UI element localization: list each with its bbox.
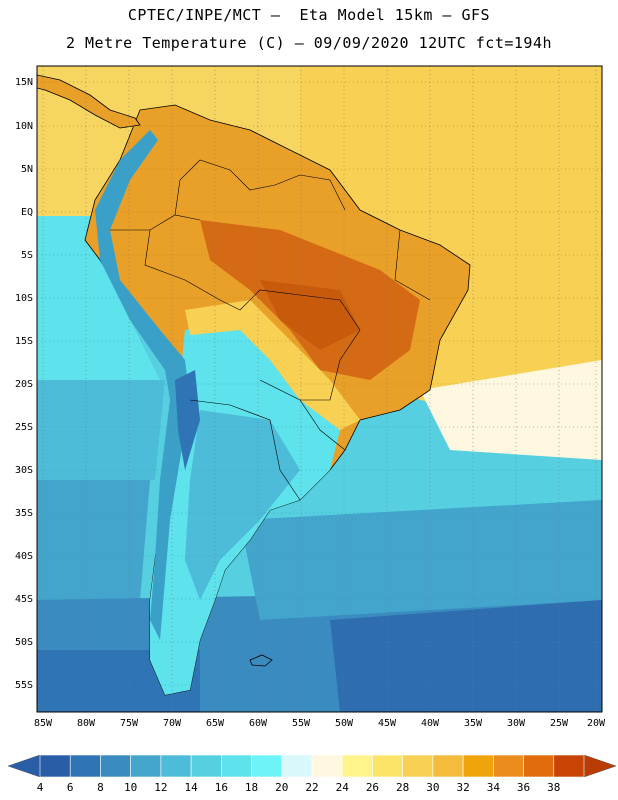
colorbar-label: 20 [275,781,288,794]
colorbar-label: 24 [336,781,350,794]
colorbar-label: 16 [215,781,228,794]
lon-label: 70W [163,718,182,729]
lat-label: 5N [21,164,33,175]
colorbar-segment [130,754,162,778]
colorbar-segment [432,754,464,778]
colorbar-segment [493,754,524,778]
colorbar-label: 26 [366,781,379,794]
lon-label: 75W [120,718,139,729]
central-brazil-hottest [260,280,360,350]
colorbar-segment [462,754,494,778]
colorbar-label: 6 [67,781,74,794]
colorbar-label: 38 [547,781,560,794]
lat-label: 55S [15,680,33,691]
lat-label: 20S [15,379,33,390]
colorbar-label: 36 [517,781,530,794]
colorbar-label: 32 [456,781,469,794]
atlantic-mild-field [420,360,602,460]
colorbar-label: 4 [37,781,44,794]
south-atlantic-cold-field [240,500,602,620]
lat-label: 10N [15,121,33,132]
lon-label: 35W [464,718,483,729]
colorbar-label: 12 [154,781,167,794]
map-frame [36,65,603,713]
title-line-2: 2 Metre Temperature (C) – 09/09/2020 12U… [65,34,553,52]
colorbar-segment [190,754,222,778]
central-america-landmass [37,74,141,129]
transition-belt [185,300,360,430]
lon-label: 40W [421,718,440,729]
colorbar-segment [402,754,434,778]
lat-label: 45S [15,594,33,605]
lat-label: 5S [21,250,33,261]
colorbar-segment [100,754,131,778]
colorbar-segment [553,754,585,778]
colorbar-segment [372,754,403,778]
temperature-colorbar: 4 6 8 10 12 14 16 18 20 22 24 26 28 30 32 34 36 38 [7,754,617,794]
colorbar-label: 22 [305,781,318,794]
colorbar-label: 10 [124,781,137,794]
lon-label: 55W [292,718,311,729]
lon-label: 50W [335,718,354,729]
falkland-islands [249,654,273,667]
colorbar-min-arrow [7,754,41,778]
lat-label: 30S [15,465,33,476]
colorbar-label: 8 [97,781,104,794]
colorbar-label: 14 [184,781,198,794]
colorbar-label: 28 [396,781,409,794]
colorbar-segment [251,754,283,778]
andes-cold-ridge [95,130,190,640]
lat-label: 15S [15,336,33,347]
lat-label: 25S [15,422,33,433]
title-line-1: CPTEC/INPE/MCT – Eta Model 15km – GFS [127,6,491,24]
lon-label: 20W [587,718,606,729]
colorbar-label: 30 [426,781,439,794]
pacific-cold-field [37,380,165,480]
colorbar-segment [160,754,192,778]
colorbar-segment [281,754,313,778]
lat-label: 40S [15,551,33,562]
colorbar-segment [221,754,252,778]
andes-coldest-peak [175,370,200,470]
country-borders [110,159,431,501]
colorbar-label: 34 [487,781,501,794]
lat-label: 35S [15,508,33,519]
lon-label: 60W [249,718,268,729]
colorbar-segment [341,754,373,778]
lon-label: 45W [378,718,397,729]
lon-label: 80W [77,718,96,729]
colorbar-segment [311,754,343,778]
longitude-axis: 85W 80W 75W 70W 65W 60W 55W 50W 45W 40W … [34,718,606,729]
patagonia-cold [185,410,300,600]
lon-label: 65W [206,718,225,729]
lon-label: 30W [507,718,526,729]
lat-label: 50S [15,637,33,648]
lat-label: EQ [21,207,33,218]
colorbar-segment [69,754,101,778]
colorbar-segment [39,754,71,778]
far-south-atlantic-field [330,600,602,712]
lon-label: 25W [550,718,569,729]
colorbar-label: 18 [245,781,258,794]
map-panel [37,66,602,712]
latitude-axis: 15N 10N 5N EQ 5S 10S 15S 20S 25S 30S 35S… [15,77,33,691]
lon-label: 85W [34,718,53,729]
lat-label: 10S [15,293,33,304]
colorbar-segment [523,754,555,778]
pacific-colder-field [37,480,150,600]
lat-label: 15N [15,77,33,88]
colorbar-max-arrow [583,754,617,778]
